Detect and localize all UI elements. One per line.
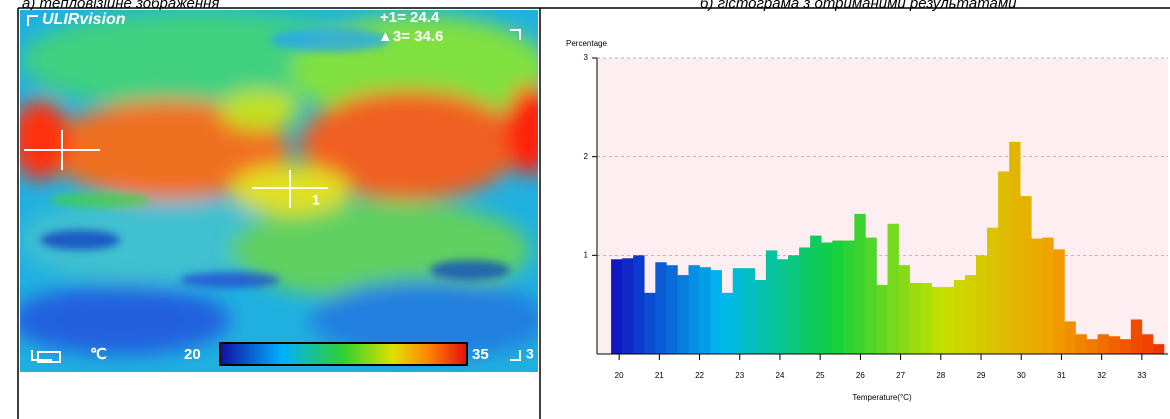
x-tick-label: 29: [977, 371, 986, 380]
frame: [17, 7, 1170, 419]
bar: [611, 259, 623, 354]
scale-max: 35: [472, 346, 489, 363]
bar: [1108, 336, 1121, 354]
x-tick-label: 33: [1137, 371, 1146, 380]
x-tick-label: 27: [896, 371, 905, 380]
bar: [622, 258, 634, 354]
bar: [1031, 238, 1043, 354]
brand: ULIRvision: [42, 11, 126, 28]
thermal-labels: ULIRvision +1= 24.4 ▲3= 34.6 1 3 ℃ 20 35: [42, 9, 534, 363]
bar: [810, 235, 822, 354]
bar: [1086, 339, 1098, 354]
bar: [1064, 321, 1076, 354]
bar: [987, 227, 999, 354]
y-axis-label: Percentage: [566, 39, 607, 48]
marker-label: 3: [526, 346, 534, 362]
x-axis-label: Temperature(°C): [852, 393, 912, 402]
bar: [898, 265, 910, 354]
bar: [644, 292, 656, 354]
unit: ℃: [90, 346, 107, 363]
x-tick-label: 28: [936, 371, 945, 380]
readout: +1= 24.4: [380, 9, 440, 26]
x-tick-label: 24: [776, 371, 785, 380]
bar: [1141, 334, 1154, 354]
bar: [1053, 249, 1065, 354]
bar: [865, 237, 877, 354]
bar: [1009, 141, 1021, 354]
bar: [1097, 334, 1109, 354]
x-tick-label: 25: [816, 371, 825, 380]
bar: [953, 280, 966, 354]
bar: [743, 268, 756, 354]
x-tick-label: 22: [695, 371, 704, 380]
bar: [710, 270, 722, 354]
thermal-image: [20, 10, 538, 372]
bar: [843, 240, 855, 354]
bar: [1020, 196, 1032, 354]
bar: [832, 240, 844, 354]
bar: [998, 171, 1010, 354]
x-tick-label: 30: [1017, 371, 1026, 380]
bar: [633, 255, 645, 354]
bar: [776, 259, 789, 354]
bar: [721, 292, 734, 354]
bar: [887, 223, 899, 354]
x-tick-label: 32: [1097, 371, 1106, 380]
marker-label: 1: [312, 192, 320, 208]
y-tick-label: 2: [584, 152, 589, 161]
x-tick-label: 20: [615, 371, 624, 380]
bar: [964, 275, 977, 354]
bar: [788, 255, 800, 354]
bar: [655, 262, 667, 354]
bar: [754, 280, 767, 354]
x-tick-label: 23: [735, 371, 744, 380]
bar: [920, 282, 933, 354]
bar: [931, 286, 944, 354]
caption: б) гістограма з отриманими результатами: [700, 0, 1017, 12]
bar: [1152, 344, 1165, 354]
bar: [1075, 334, 1087, 354]
caption: а) тепловізійне зображення: [22, 0, 219, 12]
bar: [876, 284, 888, 354]
x-tick-label: 21: [655, 371, 664, 380]
bar: [975, 255, 988, 354]
scale-min: 20: [184, 346, 201, 363]
bar: [942, 286, 955, 354]
bar: [1119, 339, 1132, 354]
bar: [821, 242, 833, 354]
bar: [799, 247, 811, 354]
bar: [666, 265, 678, 354]
bar: [765, 250, 778, 354]
y-tick-label: 3: [584, 53, 589, 62]
bar: [1042, 237, 1054, 354]
bar: [688, 265, 700, 354]
bar: [1130, 319, 1143, 354]
x-tick-label: 26: [856, 371, 865, 380]
y-tick-label: 1: [584, 250, 589, 259]
bar: [909, 282, 922, 354]
bar: [854, 213, 866, 354]
readout: ▲3= 34.6: [378, 28, 443, 45]
bar: [699, 267, 711, 354]
bar: [732, 268, 745, 354]
bar: [677, 275, 689, 354]
x-tick-label: 31: [1057, 371, 1066, 380]
